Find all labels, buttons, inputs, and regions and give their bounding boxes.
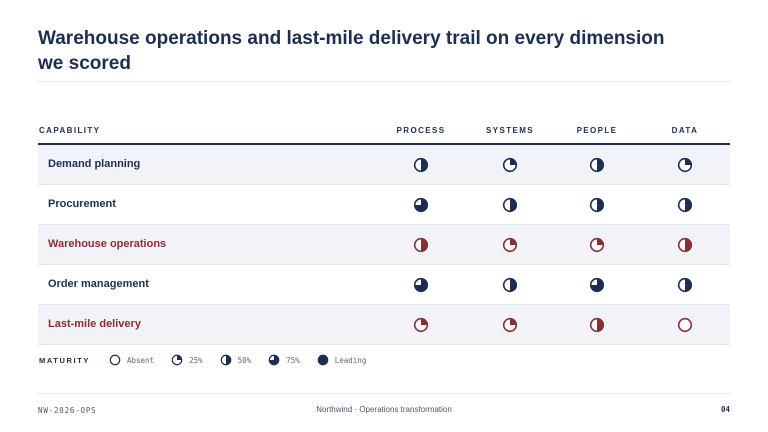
capability-label: Warehouse operations <box>48 238 167 250</box>
maturity-50-percent-icon <box>589 317 605 333</box>
maturity-50-percent-icon <box>677 197 693 213</box>
maturity-absent-icon <box>109 354 121 366</box>
score-cell-data <box>645 277 725 293</box>
footer-divider <box>38 393 730 394</box>
legend-item: 50% <box>220 354 252 366</box>
maturity-50-percent-icon <box>220 354 231 366</box>
matrix-rows: Demand planning Procurement Warehouse oper… <box>38 145 730 345</box>
legend-label: 25% <box>189 355 203 365</box>
legend-title: MATURITY <box>39 355 90 365</box>
maturity-legend: MATURITY Absent 25% 50% 75% Leading <box>39 352 383 368</box>
capability-header: CAPABILITY <box>39 126 101 135</box>
maturity-50-percent-icon <box>413 157 429 173</box>
maturity-50-percent-icon <box>502 277 518 293</box>
maturity-75-percent-icon <box>268 354 280 366</box>
legend-label: 50% <box>237 355 252 365</box>
maturity-25-percent-icon <box>589 237 605 253</box>
maturity-75-percent-icon <box>413 277 429 293</box>
table-row: Procurement <box>38 185 730 225</box>
maturity-75-percent-icon <box>413 197 429 213</box>
legend-item: 25% <box>171 354 203 366</box>
column-header-people: PEOPLE <box>576 126 618 135</box>
maturity-absent-icon <box>677 317 693 333</box>
table-row: Demand planning <box>38 145 730 185</box>
maturity-50-percent-icon <box>413 237 429 253</box>
maturity-25-percent-icon <box>502 317 518 333</box>
score-cell-data <box>645 197 725 213</box>
footer-document-code: NW-2026-OPS <box>38 406 97 415</box>
table-row: Warehouse operations <box>38 225 730 265</box>
score-cell-systems <box>470 237 550 253</box>
score-cell-systems <box>470 277 550 293</box>
legend-label: Leading <box>334 355 367 365</box>
footer-project-name: Northwind · Operations transformation <box>316 405 452 414</box>
score-cell-people <box>557 317 637 333</box>
score-cell-systems <box>470 197 550 213</box>
page-title: Warehouse operations and last-mile deliv… <box>38 28 665 74</box>
capability-label: Last-mile delivery <box>48 318 141 330</box>
maturity-75-percent-icon <box>589 277 605 293</box>
score-cell-data <box>645 317 725 333</box>
maturity-matrix: CAPABILITY PROCESS SYSTEMS PEOPLE DATA D… <box>38 123 730 345</box>
score-cell-data <box>645 157 725 173</box>
score-cell-people <box>557 197 637 213</box>
matrix-header: CAPABILITY PROCESS SYSTEMS PEOPLE DATA <box>38 123 730 145</box>
capability-label: Order management <box>48 278 149 290</box>
legend-items: Absent 25% 50% 75% Leading <box>109 354 383 366</box>
score-cell-process <box>381 277 461 293</box>
legend-label: Absent <box>127 355 155 365</box>
legend-item: 75% <box>268 354 300 366</box>
score-cell-process <box>381 317 461 333</box>
table-row: Last-mile delivery <box>38 305 730 345</box>
maturity-50-percent-icon <box>502 197 518 213</box>
legend-item: Absent <box>109 354 154 366</box>
maturity-50-percent-icon <box>677 237 693 253</box>
maturity-25-percent-icon <box>502 237 518 253</box>
maturity-50-percent-icon <box>589 157 605 173</box>
footer-page-number: 04 <box>720 405 730 414</box>
maturity-25-percent-icon <box>502 157 518 173</box>
legend-item: Leading <box>317 354 367 366</box>
column-header-process: PROCESS <box>396 126 446 135</box>
table-row: Order management <box>38 265 730 305</box>
score-cell-data <box>645 237 725 253</box>
score-cell-process <box>381 237 461 253</box>
maturity-25-percent-icon <box>413 317 429 333</box>
column-header-data: DATA <box>671 126 699 135</box>
score-cell-process <box>381 197 461 213</box>
column-header-systems: SYSTEMS <box>485 126 535 135</box>
maturity-50-percent-icon <box>589 197 605 213</box>
maturity-leading-icon <box>317 354 329 366</box>
title-divider <box>38 81 730 82</box>
capability-label: Demand planning <box>48 158 141 170</box>
score-cell-process <box>381 157 461 173</box>
score-cell-people <box>557 277 637 293</box>
maturity-50-percent-icon <box>677 277 693 293</box>
legend-label: 75% <box>286 355 300 365</box>
maturity-25-percent-icon <box>677 157 693 173</box>
score-cell-people <box>557 157 637 173</box>
score-cell-people <box>557 237 637 253</box>
capability-label: Procurement <box>48 198 116 210</box>
maturity-25-percent-icon <box>171 354 183 366</box>
score-cell-systems <box>470 157 550 173</box>
score-cell-systems <box>470 317 550 333</box>
